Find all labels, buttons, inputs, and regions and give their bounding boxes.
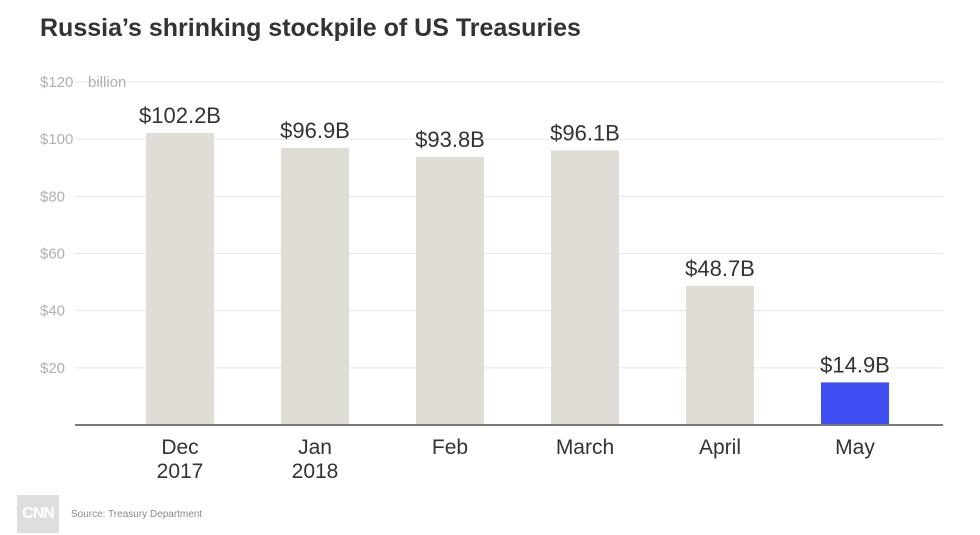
x-tick-label-year: 2018 bbox=[292, 460, 339, 483]
x-tick-label-year: 2017 bbox=[157, 460, 204, 483]
y-axis-ticks: $20 $40 $60 $80 $100 $120 billion bbox=[40, 74, 126, 377]
data-label: $14.9B bbox=[820, 352, 890, 377]
bar bbox=[146, 132, 214, 425]
y-tick-label: $60 bbox=[40, 246, 65, 263]
source-note: Source: Treasury Department bbox=[71, 508, 203, 520]
bar bbox=[281, 148, 349, 425]
cnn-logo: CNN bbox=[17, 495, 59, 533]
y-tick-label: $80 bbox=[40, 188, 65, 205]
bar bbox=[416, 156, 484, 425]
data-label: $93.8B bbox=[415, 127, 485, 152]
x-tick-label: April bbox=[699, 436, 741, 459]
bar bbox=[821, 382, 889, 425]
y-unit-label: billion bbox=[88, 74, 126, 91]
bars bbox=[146, 132, 889, 426]
chart-title: Russia’s shrinking stockpile of US Treas… bbox=[40, 14, 581, 42]
data-label: $96.1B bbox=[550, 120, 620, 145]
y-tick-label: $20 bbox=[40, 360, 65, 377]
x-tick-label: Feb bbox=[432, 436, 468, 459]
y-tick-label: $100 bbox=[40, 131, 73, 148]
data-label: $48.7B bbox=[685, 256, 755, 281]
x-tick-label: March bbox=[556, 436, 614, 459]
bar bbox=[551, 150, 619, 426]
grid-lines bbox=[75, 81, 943, 369]
data-label: $96.9B bbox=[280, 118, 350, 143]
x-tick-label: May bbox=[835, 436, 875, 459]
x-tick-label: Dec bbox=[161, 436, 198, 459]
bar bbox=[686, 285, 754, 425]
footer: CNN Source: Treasury Department bbox=[17, 495, 202, 533]
data-labels: $102.2B $96.9B $93.8B $96.1B $48.7B $14.9B bbox=[139, 103, 890, 378]
y-tick-label: $40 bbox=[40, 303, 65, 320]
y-tick-label: $120 bbox=[40, 74, 73, 91]
data-label: $102.2B bbox=[139, 103, 221, 128]
x-tick-label: Jan bbox=[298, 436, 332, 459]
